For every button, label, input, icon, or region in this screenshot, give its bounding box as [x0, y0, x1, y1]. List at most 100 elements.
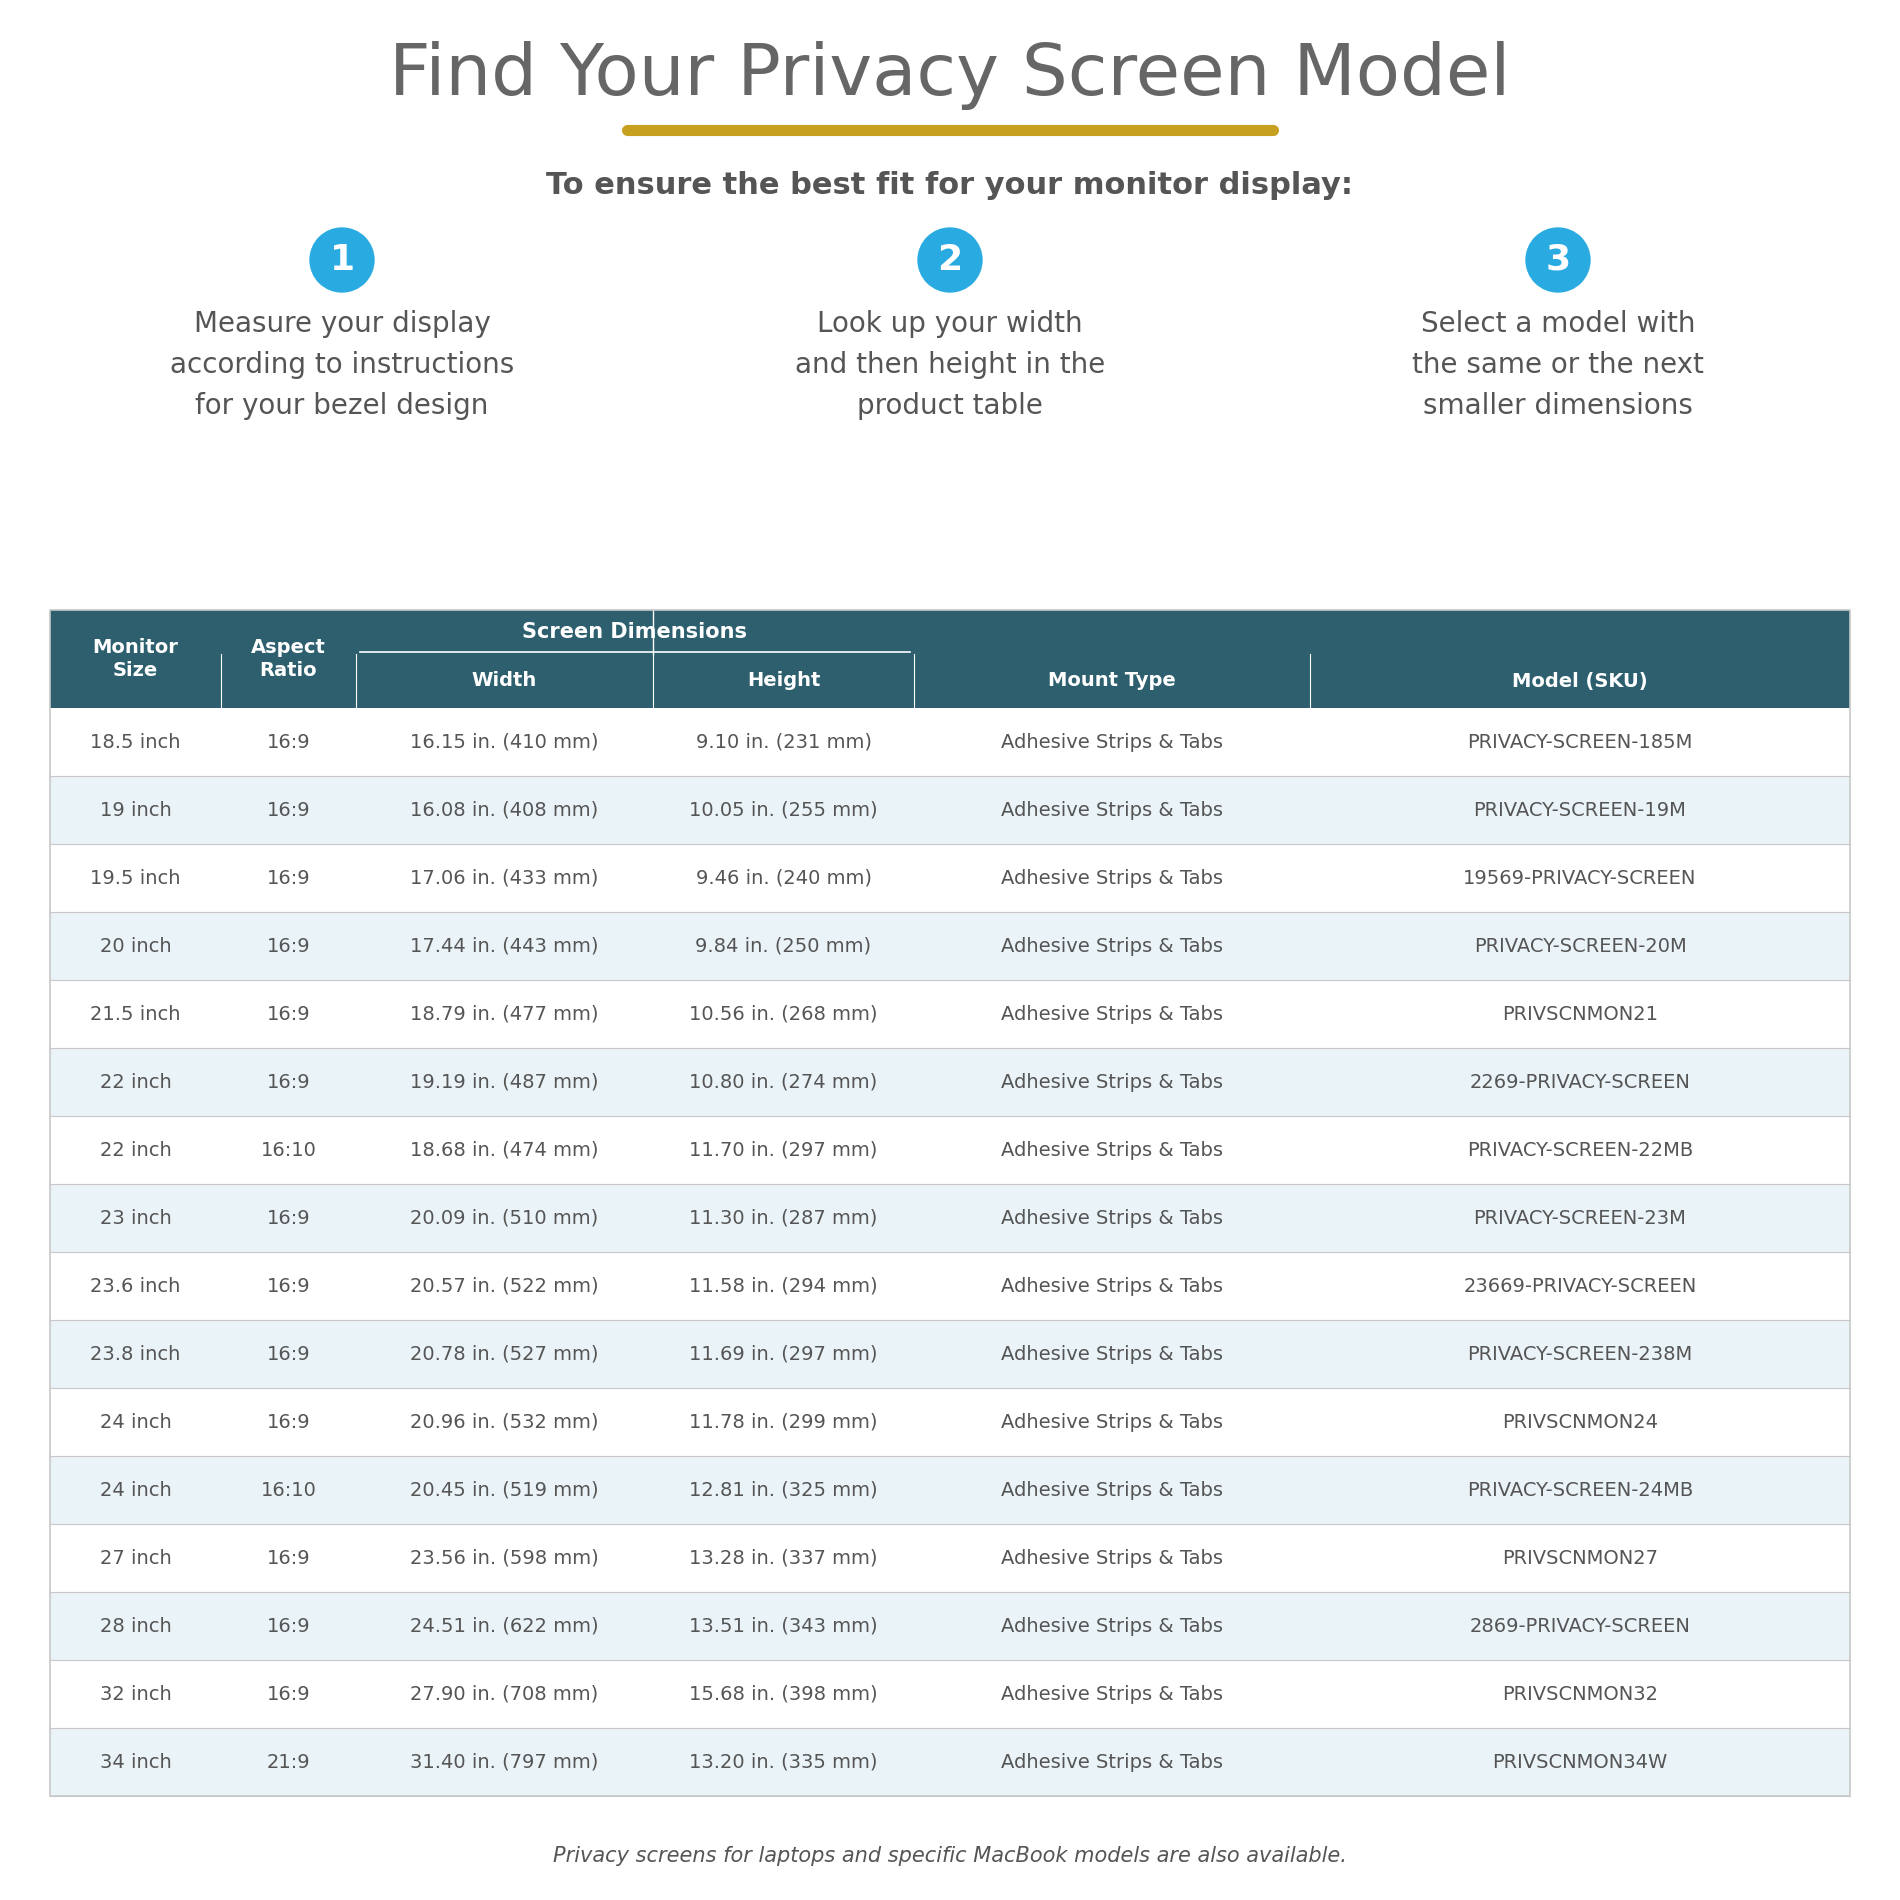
Text: 23669-PRIVACY-SCREEN: 23669-PRIVACY-SCREEN [1463, 1277, 1697, 1296]
Text: PRIVACY-SCREEN-24MB: PRIVACY-SCREEN-24MB [1467, 1480, 1693, 1499]
Text: 28 inch: 28 inch [99, 1617, 171, 1636]
Bar [49, 1389, 1851, 1455]
Text: PRIVACY-SCREEN-23M: PRIVACY-SCREEN-23M [1474, 1208, 1687, 1227]
Text: PRIVSCNMON24: PRIVSCNMON24 [1503, 1412, 1659, 1431]
Text: 19 inch: 19 inch [99, 800, 171, 819]
Text: 9.84 in. (250 mm): 9.84 in. (250 mm) [695, 937, 872, 956]
Text: PRIVACY-SCREEN-238M: PRIVACY-SCREEN-238M [1467, 1345, 1693, 1364]
Text: Look up your width
and then height in the
product table: Look up your width and then height in th… [794, 310, 1106, 420]
Bar [49, 912, 1851, 980]
Text: Aspect
Ratio: Aspect Ratio [251, 638, 327, 680]
Text: 2: 2 [937, 243, 963, 277]
Circle shape [918, 228, 982, 293]
Text: 16:9: 16:9 [266, 1412, 310, 1431]
Text: 16:9: 16:9 [266, 868, 310, 887]
Text: 9.10 in. (231 mm): 9.10 in. (231 mm) [695, 733, 872, 752]
Text: Adhesive Strips & Tabs: Adhesive Strips & Tabs [1001, 1208, 1224, 1227]
Text: 20.57 in. (522 mm): 20.57 in. (522 mm) [410, 1277, 598, 1296]
Text: 16.08 in. (408 mm): 16.08 in. (408 mm) [410, 800, 598, 819]
Text: Adhesive Strips & Tabs: Adhesive Strips & Tabs [1001, 733, 1224, 752]
Text: 17.44 in. (443 mm): 17.44 in. (443 mm) [410, 937, 598, 956]
Text: 24.51 in. (622 mm): 24.51 in. (622 mm) [410, 1617, 598, 1636]
Text: Width: Width [471, 671, 538, 690]
Text: 20.09 in. (510 mm): 20.09 in. (510 mm) [410, 1208, 598, 1227]
Bar [49, 1252, 1851, 1320]
Text: 11.69 in. (297 mm): 11.69 in. (297 mm) [690, 1345, 878, 1364]
Bar [49, 1184, 1851, 1252]
Text: 17.06 in. (433 mm): 17.06 in. (433 mm) [410, 868, 598, 887]
Text: 11.58 in. (294 mm): 11.58 in. (294 mm) [690, 1277, 878, 1296]
Text: 21.5 inch: 21.5 inch [91, 1005, 180, 1024]
Text: 16.15 in. (410 mm): 16.15 in. (410 mm) [410, 733, 598, 752]
Bar [49, 1524, 1851, 1592]
Text: 1: 1 [329, 243, 355, 277]
Text: Adhesive Strips & Tabs: Adhesive Strips & Tabs [1001, 1548, 1224, 1568]
Text: Adhesive Strips & Tabs: Adhesive Strips & Tabs [1001, 1345, 1224, 1364]
Bar [49, 709, 1851, 775]
Text: 16:9: 16:9 [266, 733, 310, 752]
Bar [49, 1727, 1851, 1796]
Bar [49, 610, 1851, 654]
Text: 16:9: 16:9 [266, 1208, 310, 1227]
Circle shape [1526, 228, 1590, 293]
Text: Mount Type: Mount Type [1049, 671, 1176, 690]
Bar [49, 844, 1851, 912]
Text: 12.81 in. (325 mm): 12.81 in. (325 mm) [690, 1480, 878, 1499]
Text: Adhesive Strips & Tabs: Adhesive Strips & Tabs [1001, 1480, 1224, 1499]
Text: 23 inch: 23 inch [99, 1208, 171, 1227]
Bar [49, 610, 1851, 1795]
Text: 20.78 in. (527 mm): 20.78 in. (527 mm) [410, 1345, 598, 1364]
Text: 32 inch: 32 inch [99, 1685, 171, 1704]
Text: Adhesive Strips & Tabs: Adhesive Strips & Tabs [1001, 1140, 1224, 1159]
Text: 15.68 in. (398 mm): 15.68 in. (398 mm) [690, 1685, 878, 1704]
Bar [49, 1661, 1851, 1727]
Text: 19.5 inch: 19.5 inch [91, 868, 180, 887]
Text: PRIVACY-SCREEN-19M: PRIVACY-SCREEN-19M [1474, 800, 1687, 819]
Bar [49, 1592, 1851, 1661]
Bar [49, 1455, 1851, 1524]
Text: Adhesive Strips & Tabs: Adhesive Strips & Tabs [1001, 1752, 1224, 1771]
Text: 3: 3 [1545, 243, 1571, 277]
Text: 16:9: 16:9 [266, 937, 310, 956]
Text: 27 inch: 27 inch [99, 1548, 171, 1568]
Text: 22 inch: 22 inch [99, 1072, 171, 1091]
Bar [49, 1049, 1851, 1115]
Text: 10.56 in. (268 mm): 10.56 in. (268 mm) [690, 1005, 878, 1024]
Text: 27.90 in. (708 mm): 27.90 in. (708 mm) [410, 1685, 598, 1704]
Text: 16:9: 16:9 [266, 1072, 310, 1091]
Text: 11.70 in. (297 mm): 11.70 in. (297 mm) [690, 1140, 878, 1159]
Bar [49, 980, 1851, 1049]
Text: 11.78 in. (299 mm): 11.78 in. (299 mm) [690, 1412, 878, 1431]
Text: 18.68 in. (474 mm): 18.68 in. (474 mm) [410, 1140, 598, 1159]
Text: PRIVACY-SCREEN-185M: PRIVACY-SCREEN-185M [1467, 733, 1693, 752]
Text: 16:9: 16:9 [266, 800, 310, 819]
Text: 21:9: 21:9 [266, 1752, 310, 1771]
Text: Adhesive Strips & Tabs: Adhesive Strips & Tabs [1001, 868, 1224, 887]
Text: 13.51 in. (343 mm): 13.51 in. (343 mm) [690, 1617, 878, 1636]
Text: Adhesive Strips & Tabs: Adhesive Strips & Tabs [1001, 1685, 1224, 1704]
Text: 18.79 in. (477 mm): 18.79 in. (477 mm) [410, 1005, 598, 1024]
Text: 18.5 inch: 18.5 inch [91, 733, 180, 752]
Text: 10.05 in. (255 mm): 10.05 in. (255 mm) [690, 800, 878, 819]
Text: 2869-PRIVACY-SCREEN: 2869-PRIVACY-SCREEN [1469, 1617, 1691, 1636]
Text: Adhesive Strips & Tabs: Adhesive Strips & Tabs [1001, 1277, 1224, 1296]
Text: PRIVACY-SCREEN-20M: PRIVACY-SCREEN-20M [1474, 937, 1687, 956]
Text: Height: Height [747, 671, 821, 690]
Text: 20 inch: 20 inch [99, 937, 171, 956]
Text: 23.8 inch: 23.8 inch [91, 1345, 180, 1364]
Text: 10.80 in. (274 mm): 10.80 in. (274 mm) [690, 1072, 878, 1091]
Text: PRIVSCNMON21: PRIVSCNMON21 [1503, 1005, 1659, 1024]
Bar [49, 775, 1851, 844]
Text: Model (SKU): Model (SKU) [1512, 671, 1647, 690]
Text: 2269-PRIVACY-SCREEN: 2269-PRIVACY-SCREEN [1469, 1072, 1691, 1091]
Text: PRIVSCNMON27: PRIVSCNMON27 [1503, 1548, 1659, 1568]
Text: 22 inch: 22 inch [99, 1140, 171, 1159]
Text: Screen Dimensions: Screen Dimensions [522, 621, 747, 642]
Text: PRIVSCNMON32: PRIVSCNMON32 [1503, 1685, 1659, 1704]
Bar [49, 1320, 1851, 1389]
Text: 24 inch: 24 inch [99, 1480, 171, 1499]
Text: 16:9: 16:9 [266, 1617, 310, 1636]
Text: 16:9: 16:9 [266, 1548, 310, 1568]
Circle shape [310, 228, 374, 293]
Text: Adhesive Strips & Tabs: Adhesive Strips & Tabs [1001, 800, 1224, 819]
